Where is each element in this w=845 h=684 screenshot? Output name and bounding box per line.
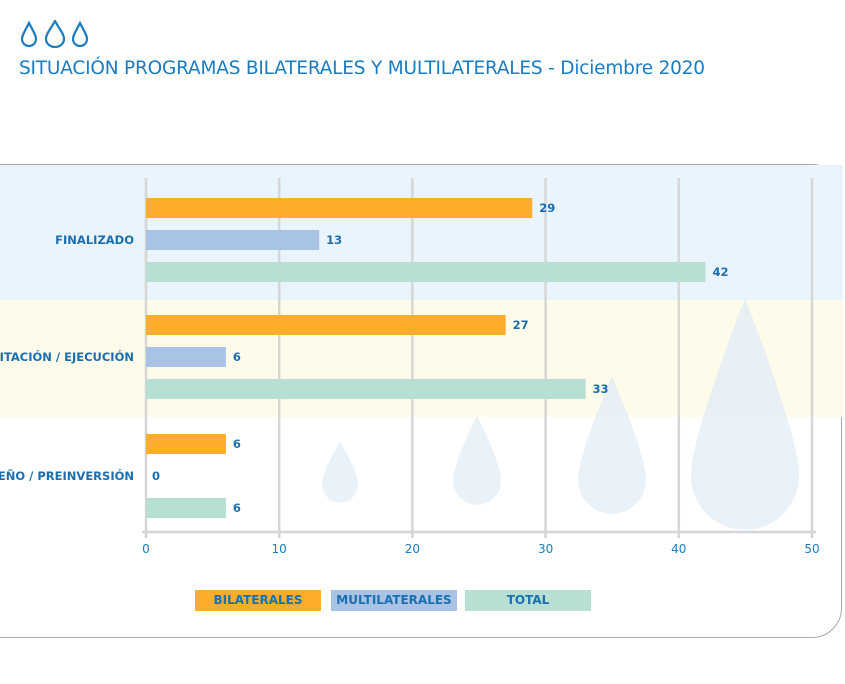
bar-bilaterales [146, 198, 533, 218]
bar-bilaterales [146, 434, 226, 454]
bar-multilaterales [146, 347, 226, 367]
bar-multilaterales [146, 230, 320, 250]
decorative-drop-icon [322, 442, 358, 503]
data-label: 0 [152, 469, 160, 483]
x-tick-label: 10 [272, 542, 287, 556]
decorative-drop-icon [691, 298, 799, 530]
legend-multilaterales: MULTILATERALES [331, 590, 457, 611]
x-tick-label: 50 [804, 542, 819, 556]
water-drops-icon [20, 18, 92, 52]
x-tick-label: 20 [405, 542, 420, 556]
bar-total [146, 379, 586, 399]
page-title: SITUACIÓN PROGRAMAS BILATERALES Y MULTIL… [19, 58, 705, 79]
data-label: 33 [593, 382, 609, 396]
data-label: 29 [539, 201, 555, 215]
category-label: FINALIZADO [55, 233, 134, 247]
data-label: 13 [326, 233, 342, 247]
data-label: 42 [712, 265, 728, 279]
bar-total [146, 498, 226, 518]
data-label: 27 [513, 318, 529, 332]
data-label: 6 [233, 437, 241, 451]
bar-total [146, 262, 706, 282]
legend-bilaterales: BILATERALES [195, 590, 321, 611]
category-label: DISEÑO / PREINVERSIÓN [0, 468, 134, 483]
bar-bilaterales [146, 315, 506, 335]
data-label: 6 [233, 350, 241, 364]
x-tick-label: 40 [671, 542, 686, 556]
decorative-drop-icon [453, 416, 501, 505]
category-label: LICITACIÓN / EJECUCIÓN [0, 349, 134, 364]
legend-total: TOTAL [465, 590, 591, 611]
decorative-drop-icon [578, 376, 646, 514]
x-tick-label: 30 [538, 542, 553, 556]
x-tick-label: 0 [142, 542, 150, 556]
data-label: 6 [233, 501, 241, 515]
